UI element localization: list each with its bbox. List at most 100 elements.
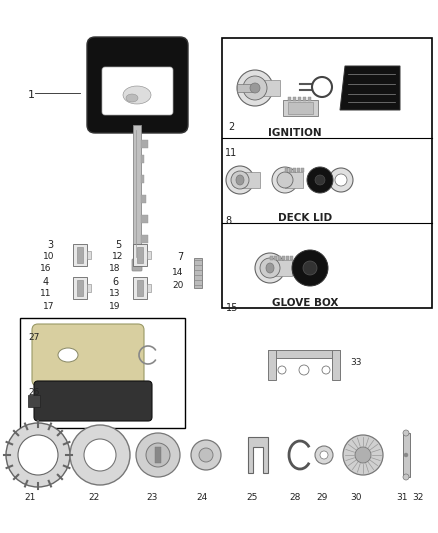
Ellipse shape — [243, 76, 267, 100]
Bar — [28, 395, 40, 407]
Circle shape — [404, 453, 408, 457]
Bar — [87, 251, 91, 259]
Text: 2: 2 — [228, 122, 234, 132]
Ellipse shape — [58, 348, 78, 362]
FancyBboxPatch shape — [87, 37, 188, 133]
Bar — [286, 256, 289, 260]
Text: 23: 23 — [146, 493, 157, 502]
Bar — [288, 102, 313, 114]
Bar — [283, 100, 318, 116]
Bar — [270, 260, 292, 276]
Bar — [285, 168, 288, 172]
Text: DECK LID: DECK LID — [278, 213, 332, 223]
Bar — [155, 447, 161, 463]
Bar — [297, 168, 300, 172]
Ellipse shape — [123, 86, 151, 104]
Text: 27: 27 — [28, 333, 39, 342]
Bar — [73, 244, 87, 266]
Bar — [278, 256, 281, 260]
Circle shape — [307, 167, 333, 193]
Ellipse shape — [266, 263, 274, 273]
Text: 21: 21 — [24, 493, 35, 502]
Text: IGNITION: IGNITION — [268, 128, 322, 138]
Bar — [301, 168, 304, 172]
Bar — [137, 247, 143, 263]
Circle shape — [303, 261, 317, 275]
Bar — [282, 256, 285, 260]
Bar — [133, 125, 141, 265]
Bar — [141, 195, 144, 203]
Bar — [133, 244, 147, 266]
Circle shape — [146, 443, 170, 467]
Text: 32: 32 — [412, 493, 424, 502]
Bar — [308, 97, 311, 101]
Ellipse shape — [250, 83, 260, 93]
Ellipse shape — [236, 175, 244, 185]
Text: 14: 14 — [172, 268, 184, 277]
Bar — [285, 172, 303, 188]
Polygon shape — [340, 66, 400, 110]
Text: 8: 8 — [225, 216, 231, 226]
Bar — [73, 277, 87, 299]
Circle shape — [322, 366, 330, 374]
Text: 31: 31 — [396, 493, 407, 502]
Bar — [147, 251, 151, 259]
Bar — [255, 80, 280, 96]
Text: 7: 7 — [177, 252, 183, 262]
Text: 20: 20 — [172, 281, 184, 290]
Bar — [87, 284, 91, 292]
Circle shape — [6, 423, 70, 487]
Ellipse shape — [231, 171, 249, 189]
Circle shape — [299, 365, 309, 375]
Text: 11: 11 — [40, 289, 52, 298]
Text: 17: 17 — [43, 302, 54, 311]
Bar — [147, 284, 151, 292]
Text: 10: 10 — [43, 252, 54, 261]
Text: 18: 18 — [109, 264, 120, 273]
Circle shape — [84, 439, 116, 471]
Bar — [240, 172, 260, 188]
Bar — [270, 256, 273, 260]
Text: 6: 6 — [112, 277, 118, 287]
Text: 5: 5 — [115, 240, 121, 250]
Bar — [293, 168, 296, 172]
Text: 11: 11 — [225, 148, 237, 158]
Bar — [303, 97, 306, 101]
Bar — [141, 235, 144, 243]
Text: 24: 24 — [196, 493, 207, 502]
Text: 16: 16 — [40, 264, 52, 273]
Text: 12: 12 — [112, 252, 124, 261]
Ellipse shape — [272, 167, 298, 193]
Text: 13: 13 — [109, 289, 120, 298]
Circle shape — [70, 425, 130, 485]
Bar — [133, 277, 147, 299]
Text: 33: 33 — [350, 358, 361, 367]
Bar — [237, 84, 255, 92]
Circle shape — [18, 435, 58, 475]
Bar — [20, 318, 185, 428]
Circle shape — [191, 440, 221, 470]
Circle shape — [292, 250, 328, 286]
Bar — [332, 350, 340, 380]
Ellipse shape — [226, 166, 254, 194]
Bar — [293, 97, 296, 101]
Bar — [274, 256, 277, 260]
FancyBboxPatch shape — [34, 381, 152, 421]
Text: 29: 29 — [316, 493, 327, 502]
Bar — [137, 280, 143, 296]
Circle shape — [136, 433, 180, 477]
Circle shape — [329, 168, 353, 192]
Bar — [141, 215, 144, 223]
Text: 25: 25 — [246, 493, 258, 502]
Ellipse shape — [126, 94, 138, 102]
Circle shape — [403, 474, 409, 480]
Text: 28: 28 — [289, 493, 300, 502]
Bar — [222, 38, 432, 308]
Bar — [141, 175, 144, 183]
Circle shape — [343, 435, 383, 475]
Circle shape — [199, 448, 213, 462]
Ellipse shape — [237, 70, 273, 106]
Circle shape — [320, 451, 328, 459]
Ellipse shape — [277, 172, 293, 188]
Bar — [77, 247, 83, 263]
